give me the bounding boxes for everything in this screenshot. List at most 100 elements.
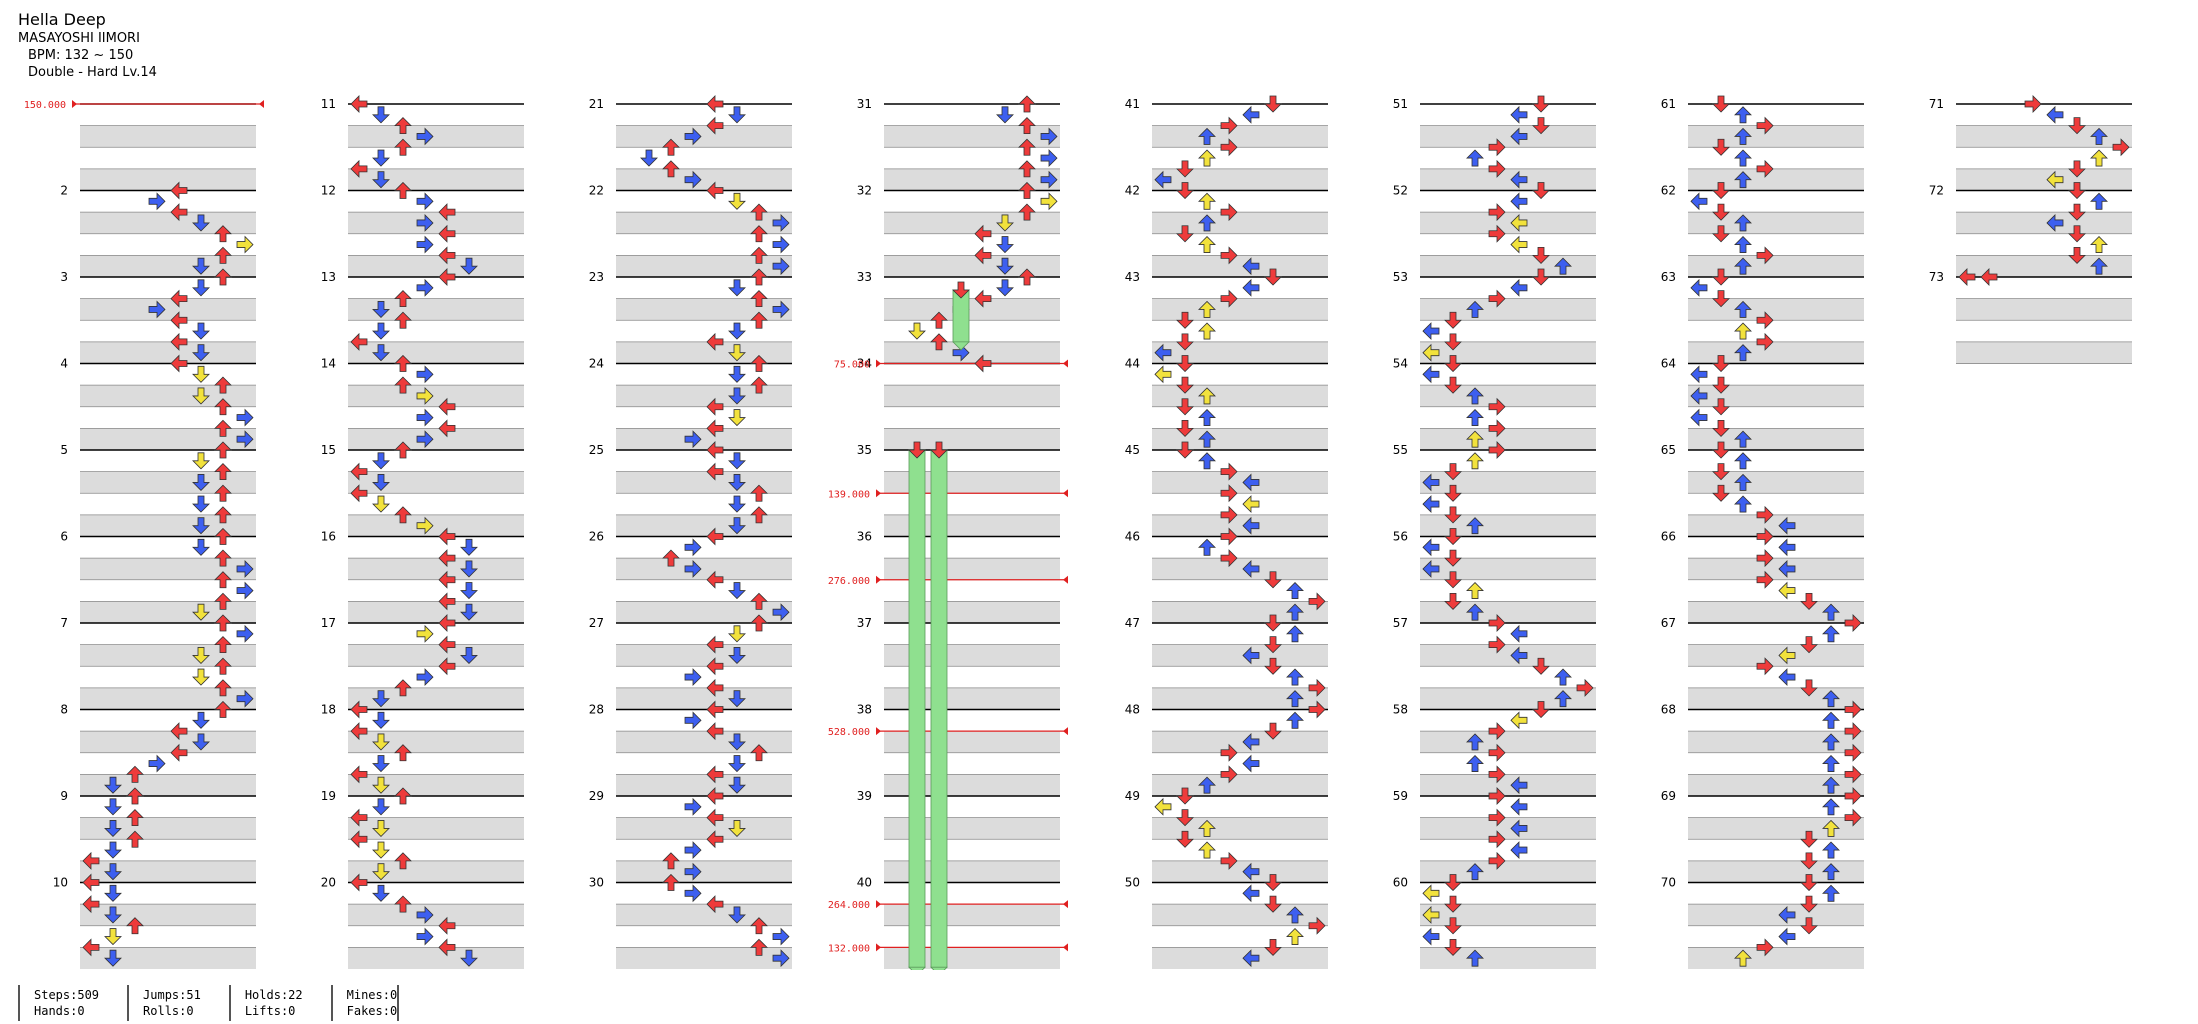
right-arrow-note	[1220, 289, 1238, 308]
beat-band	[1152, 255, 1328, 277]
up-arrow-note	[1286, 927, 1304, 945]
left-arrow-note	[438, 570, 456, 589]
measure-number: 26	[589, 530, 604, 544]
beat-band	[80, 428, 256, 450]
right-arrow-note	[772, 213, 790, 232]
measure-number: 10	[53, 876, 68, 890]
right-arrow-note	[1488, 851, 1506, 870]
beat-band	[348, 385, 524, 407]
up-arrow-note	[1822, 776, 1840, 794]
left-arrow-note	[706, 895, 724, 914]
left-arrow-note	[974, 289, 992, 308]
beat-band	[616, 774, 792, 796]
down-arrow-note	[372, 301, 390, 319]
down-arrow-note	[372, 733, 390, 751]
down-arrow-note	[192, 257, 210, 275]
down-arrow-note	[372, 820, 390, 838]
left-arrow-note	[1690, 192, 1708, 211]
left-arrow-note	[1510, 170, 1528, 189]
stat-fakes: Fakes:0	[346, 1004, 398, 1018]
up-arrow-note	[750, 614, 768, 632]
right-arrow-note	[416, 386, 434, 405]
measure-number: 27	[589, 616, 604, 630]
left-arrow-note	[170, 289, 188, 308]
down-arrow-note	[1532, 117, 1550, 135]
down-arrow-note	[908, 322, 926, 340]
left-arrow-note	[1778, 646, 1796, 665]
down-arrow-note	[728, 192, 746, 210]
right-arrow-note	[1220, 116, 1238, 135]
down-arrow-note	[1444, 592, 1462, 610]
right-arrow-note	[416, 278, 434, 297]
beat-band	[1152, 774, 1328, 796]
beat-band	[1688, 298, 1864, 321]
song-title: Hella Deep	[18, 10, 106, 29]
left-arrow-note	[1154, 797, 1172, 816]
down-arrow-note	[1444, 895, 1462, 913]
up-arrow-note	[214, 506, 232, 524]
beat-band	[1688, 428, 1864, 450]
up-arrow-note	[1734, 214, 1752, 232]
left-arrow-note	[706, 527, 724, 546]
up-arrow-note	[1554, 257, 1572, 275]
up-arrow-note	[1466, 949, 1484, 967]
stat-lifts: Lifts:0	[244, 1004, 296, 1018]
left-arrow-note	[1242, 559, 1260, 578]
right-arrow-note	[1220, 765, 1238, 784]
right-arrow-note	[416, 905, 434, 924]
down-arrow-note	[192, 279, 210, 297]
right-arrow-note	[1308, 592, 1326, 611]
down-arrow-note	[1176, 809, 1194, 827]
hold-tail	[930, 966, 948, 970]
beat-band	[80, 168, 256, 191]
down-arrow-note	[1176, 311, 1194, 329]
beat-band	[1152, 601, 1328, 623]
down-arrow-note	[1176, 787, 1194, 805]
up-arrow-note	[214, 614, 232, 632]
right-arrow-note	[2112, 138, 2130, 157]
down-arrow-note	[1532, 95, 1550, 113]
beat-band	[348, 341, 524, 364]
down-arrow-note	[1444, 528, 1462, 546]
beat-band	[1420, 428, 1596, 450]
right-arrow-note	[416, 516, 434, 535]
beat-band	[616, 385, 792, 407]
stat-hands: Hands:0	[34, 1004, 85, 1018]
up-arrow-note	[750, 268, 768, 286]
right-arrow-note	[1488, 743, 1506, 762]
down-arrow-note	[908, 441, 926, 459]
beat-band	[884, 168, 1060, 191]
right-arrow-note	[772, 300, 790, 319]
down-arrow-note	[1800, 679, 1818, 697]
left-arrow-note	[706, 678, 724, 697]
right-arrow-note	[772, 603, 790, 622]
right-arrow-note	[1220, 743, 1238, 762]
right-arrow-note	[1488, 419, 1506, 438]
up-arrow-note	[1198, 192, 1216, 210]
left-arrow-note	[1422, 927, 1440, 946]
left-arrow-note	[1778, 668, 1796, 687]
beat-band	[80, 601, 256, 623]
stat-jumps: Jumps:51	[143, 988, 201, 1002]
beat-band	[348, 212, 524, 234]
left-arrow-note	[706, 332, 724, 351]
bpm-marker-right	[1063, 489, 1068, 498]
down-arrow-note	[104, 928, 122, 946]
stat-group-mines: Mines:0 Fakes:0	[330, 985, 400, 1021]
beat-band	[1420, 904, 1596, 926]
hold-tail	[908, 966, 926, 970]
left-arrow-note	[350, 873, 368, 892]
up-arrow-note	[1466, 430, 1484, 448]
up-arrow-note	[394, 311, 412, 329]
right-arrow-note	[1220, 527, 1238, 546]
down-arrow-note	[1444, 571, 1462, 589]
right-arrow-note	[148, 192, 166, 211]
left-arrow-note	[1242, 754, 1260, 773]
beat-band	[616, 298, 792, 321]
up-arrow-note	[1822, 690, 1840, 708]
left-arrow-note	[170, 743, 188, 762]
beat-band	[348, 298, 524, 321]
right-arrow-note	[1756, 505, 1774, 524]
beat-band	[1956, 212, 2132, 234]
right-arrow-note	[236, 689, 254, 708]
